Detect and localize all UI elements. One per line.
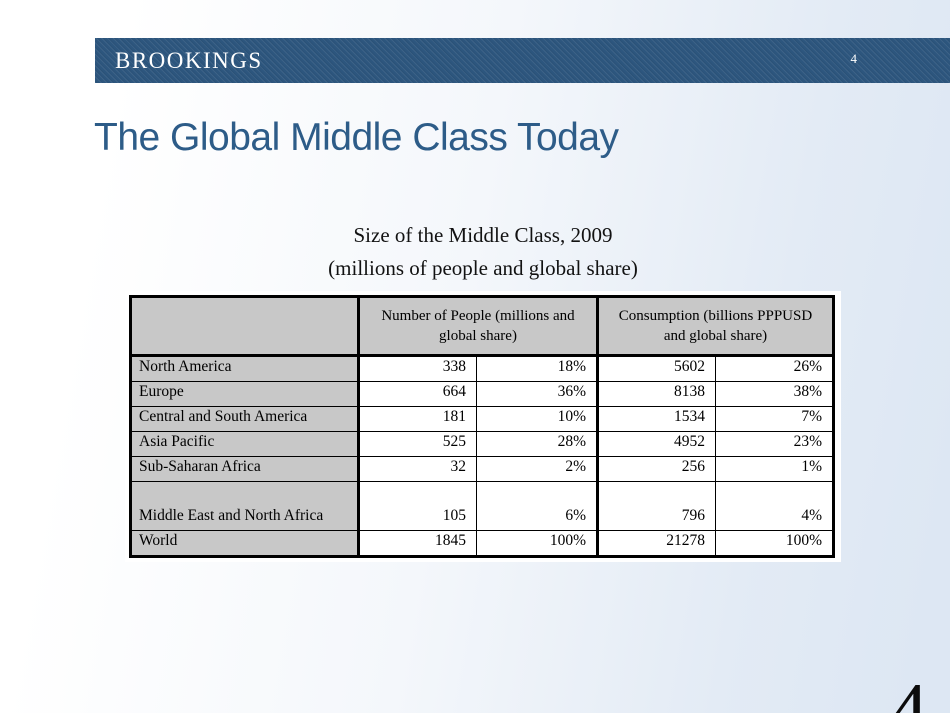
region-label: Europe [130, 380, 359, 407]
people-share: 36% [476, 380, 598, 407]
consumption-value: 21278 [596, 529, 716, 557]
people-value: 525 [357, 430, 477, 457]
table-image-backing: Number of People (millions and global sh… [125, 291, 841, 562]
consumption-value: 4952 [596, 430, 716, 457]
region-label: Asia Pacific [130, 430, 359, 457]
consumption-share: 38% [715, 380, 834, 407]
region-label: Central and South America [130, 405, 359, 432]
header-number-of-people: Number of People (millions and global sh… [357, 296, 598, 357]
people-value: 338 [357, 355, 477, 382]
header-blank-cell [130, 296, 359, 357]
table-row-asia-pacific: Asia Pacific 525 28% 4952 23% [130, 430, 834, 457]
caption-line-1: Size of the Middle Class, 2009 [353, 223, 613, 247]
people-value: 105 [357, 480, 477, 531]
consumption-share: 100% [715, 529, 834, 557]
people-share: 18% [476, 355, 598, 382]
people-share: 100% [476, 529, 598, 557]
table-header-row: Number of People (millions and global sh… [130, 296, 834, 357]
consumption-share: 7% [715, 405, 834, 432]
people-value: 32 [357, 455, 477, 482]
table-row-central-south-america: Central and South America 181 10% 1534 7… [130, 405, 834, 432]
table-row-north-america: North America 338 18% 5602 26% [130, 355, 834, 382]
people-share: 10% [476, 405, 598, 432]
people-value: 1845 [357, 529, 477, 557]
consumption-share: 26% [715, 355, 834, 382]
table-caption: Size of the Middle Class, 2009 (millions… [125, 219, 841, 284]
consumption-share: 23% [715, 430, 834, 457]
region-label: North America [130, 355, 359, 382]
consumption-value: 5602 [596, 355, 716, 382]
slide-page-number: 4 [889, 667, 928, 713]
table-row-europe: Europe 664 36% 8138 38% [130, 380, 834, 407]
region-label: World [130, 529, 359, 557]
people-share: 6% [476, 480, 598, 531]
people-share: 2% [476, 455, 598, 482]
consumption-share: 4% [715, 480, 834, 531]
table-row-world: World 1845 100% 21278 100% [130, 529, 834, 557]
people-value: 664 [357, 380, 477, 407]
consumption-value: 796 [596, 480, 716, 531]
consumption-value: 256 [596, 455, 716, 482]
consumption-value: 8138 [596, 380, 716, 407]
header-consumption: Consumption (billions PPPUSD and global … [596, 296, 834, 357]
brookings-logo: BROOKINGS [115, 47, 263, 73]
people-share: 28% [476, 430, 598, 457]
slide-title: The Global Middle Class Today [94, 116, 619, 159]
region-label: Middle East and North Africa [130, 480, 359, 531]
region-label: Sub-Saharan Africa [130, 455, 359, 482]
header-bar: BROOKINGS 4 [95, 38, 950, 83]
middle-class-table: Number of People (millions and global sh… [129, 295, 835, 558]
consumption-share: 1% [715, 455, 834, 482]
consumption-value: 1534 [596, 405, 716, 432]
table-row-middle-east-north-africa: Middle East and North Africa 105 6% 796 … [130, 480, 834, 531]
caption-line-2: (millions of people and global share) [328, 255, 638, 280]
table-row-sub-saharan-africa: Sub-Saharan Africa 32 2% 256 1% [130, 455, 834, 482]
people-value: 181 [357, 405, 477, 432]
header-page-number: 4 [850, 51, 858, 66]
